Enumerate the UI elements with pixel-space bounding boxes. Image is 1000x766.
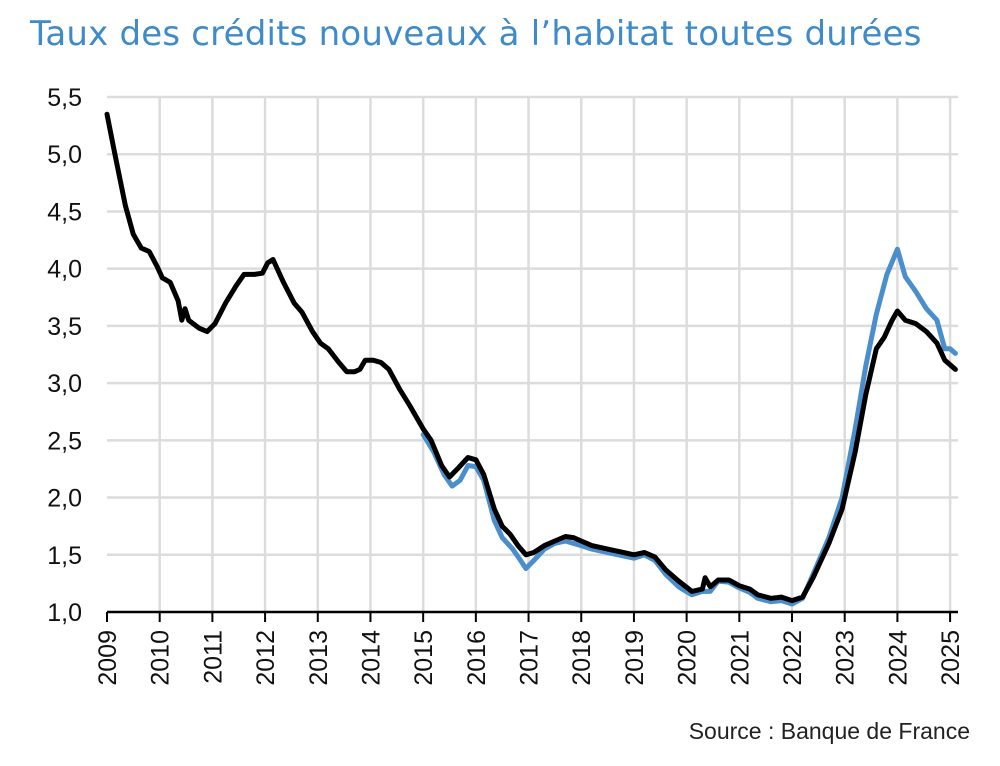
y-tick-label: 1,0 (47, 599, 82, 627)
x-tick-label: 2016 (463, 630, 491, 686)
x-tick-label: 2014 (357, 630, 385, 686)
x-tick-label: 2013 (305, 630, 333, 686)
x-tick-label: 2012 (252, 630, 280, 686)
y-tick-label: 5,0 (47, 141, 82, 169)
source-note: Source : Banque de France (688, 718, 970, 744)
x-tick-label: 2017 (516, 630, 544, 686)
y-tick-label: 4,0 (47, 256, 82, 284)
y-tick-label: 1,5 (47, 542, 82, 570)
y-tick-label: 2,0 (47, 485, 82, 513)
x-tick-label: 2019 (621, 630, 649, 686)
x-tick-label: 2009 (94, 630, 122, 686)
x-tick-label: 2011 (199, 630, 227, 684)
y-tick-label: 4,5 (47, 198, 82, 226)
x-tick-label: 2010 (147, 630, 175, 686)
x-tick-label: 2023 (832, 630, 860, 686)
x-tick-label: 2018 (568, 630, 596, 686)
y-tick-label: 2,5 (47, 427, 82, 455)
x-tick-label: 2025 (937, 630, 965, 686)
x-tick-label: 2020 (674, 630, 702, 686)
x-tick-label: 2024 (884, 630, 912, 686)
x-tick-label: 2022 (779, 630, 807, 686)
series-line-1 (420, 246, 958, 607)
y-tick-label: 5,5 (47, 84, 82, 112)
y-tick-label: 3,5 (47, 313, 82, 341)
x-tick-label: 2021 (726, 630, 754, 686)
series-line-0 (104, 111, 958, 604)
chart-title: Taux des crédits nouveaux à l’habitat to… (30, 14, 922, 54)
y-tick-label: 3,0 (47, 370, 82, 398)
x-tick-label: 2015 (410, 630, 438, 686)
